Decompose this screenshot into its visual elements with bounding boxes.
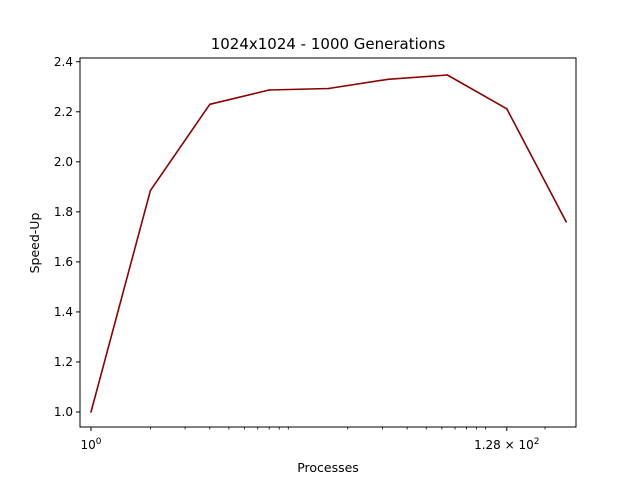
y-tick-label: 2.4 (54, 55, 73, 69)
x-tick-exponent: 0 (96, 437, 102, 447)
data-point (208, 103, 211, 106)
chart-title: 1024x1024 - 1000 Generations (211, 35, 446, 53)
y-tick-label: 1.8 (54, 205, 73, 219)
data-point (90, 411, 92, 413)
x-tick-base: 1.28 × 10 (474, 438, 534, 452)
y-tick-label: 2.2 (54, 105, 73, 119)
x-axis: 100 1.28 × 102 (80, 427, 546, 452)
x-tick-base: 10 (80, 438, 95, 452)
y-axis-label: Speed-Up (27, 213, 42, 274)
y-tick-label: 1.2 (54, 355, 73, 369)
y-tick-label: 1.0 (54, 405, 73, 419)
data-point (149, 189, 152, 192)
y-axis: 1.0 1.2 1.4 1.6 1.8 2.0 2.2 2.4 (54, 55, 80, 419)
y-tick-label: 1.4 (54, 305, 73, 319)
data-point (268, 89, 270, 91)
x-axis-label: Processes (297, 460, 359, 475)
series-line (90, 74, 567, 413)
data-point (446, 74, 449, 76)
x-tick-label: 100 (80, 437, 101, 452)
data-point (565, 221, 568, 223)
plot-frame (79, 57, 577, 428)
y-tick-label: 1.6 (54, 255, 73, 269)
x-tick-exponent: 2 (534, 437, 540, 447)
data-point (505, 107, 508, 110)
data-point (327, 87, 330, 90)
y-tick-label: 2.0 (54, 155, 73, 169)
data-point (387, 78, 389, 81)
series-group (90, 74, 568, 413)
x-tick-label: 1.28 × 102 (474, 437, 539, 452)
